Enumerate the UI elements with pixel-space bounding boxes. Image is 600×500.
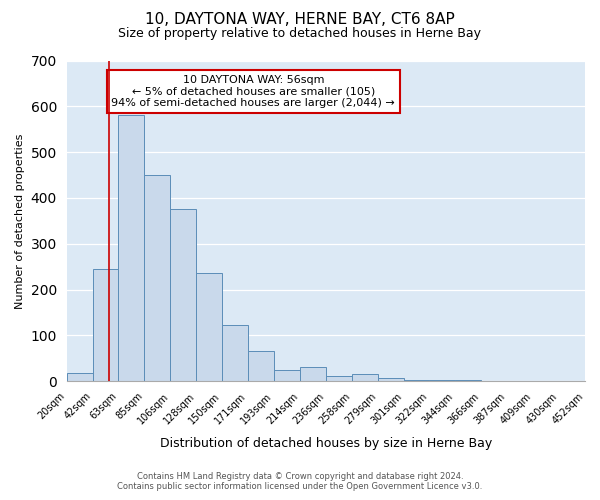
Bar (248, 350, 274, 382)
Bar (300, 367, 326, 382)
Bar (377, 378, 404, 382)
Bar (430, 380, 455, 382)
Bar (222, 326, 248, 382)
Y-axis label: Number of detached properties: Number of detached properties (15, 133, 25, 308)
Bar (118, 114, 145, 382)
Bar (92, 268, 118, 382)
Bar (404, 380, 430, 382)
Text: Contains HM Land Registry data © Crown copyright and database right 2024.
Contai: Contains HM Land Registry data © Crown c… (118, 472, 482, 491)
Text: Size of property relative to detached houses in Herne Bay: Size of property relative to detached ho… (119, 28, 482, 40)
Bar (326, 376, 352, 382)
Bar (170, 210, 196, 382)
Bar (274, 370, 300, 382)
Bar (145, 175, 170, 382)
Bar (455, 380, 481, 382)
Text: 10, DAYTONA WAY, HERNE BAY, CT6 8AP: 10, DAYTONA WAY, HERNE BAY, CT6 8AP (145, 12, 455, 26)
X-axis label: Distribution of detached houses by size in Herne Bay: Distribution of detached houses by size … (160, 437, 492, 450)
Text: 10 DAYTONA WAY: 56sqm
← 5% of detached houses are smaller (105)
94% of semi-deta: 10 DAYTONA WAY: 56sqm ← 5% of detached h… (112, 75, 395, 108)
Bar (67, 373, 92, 382)
Bar (352, 374, 377, 382)
Bar (196, 273, 222, 382)
